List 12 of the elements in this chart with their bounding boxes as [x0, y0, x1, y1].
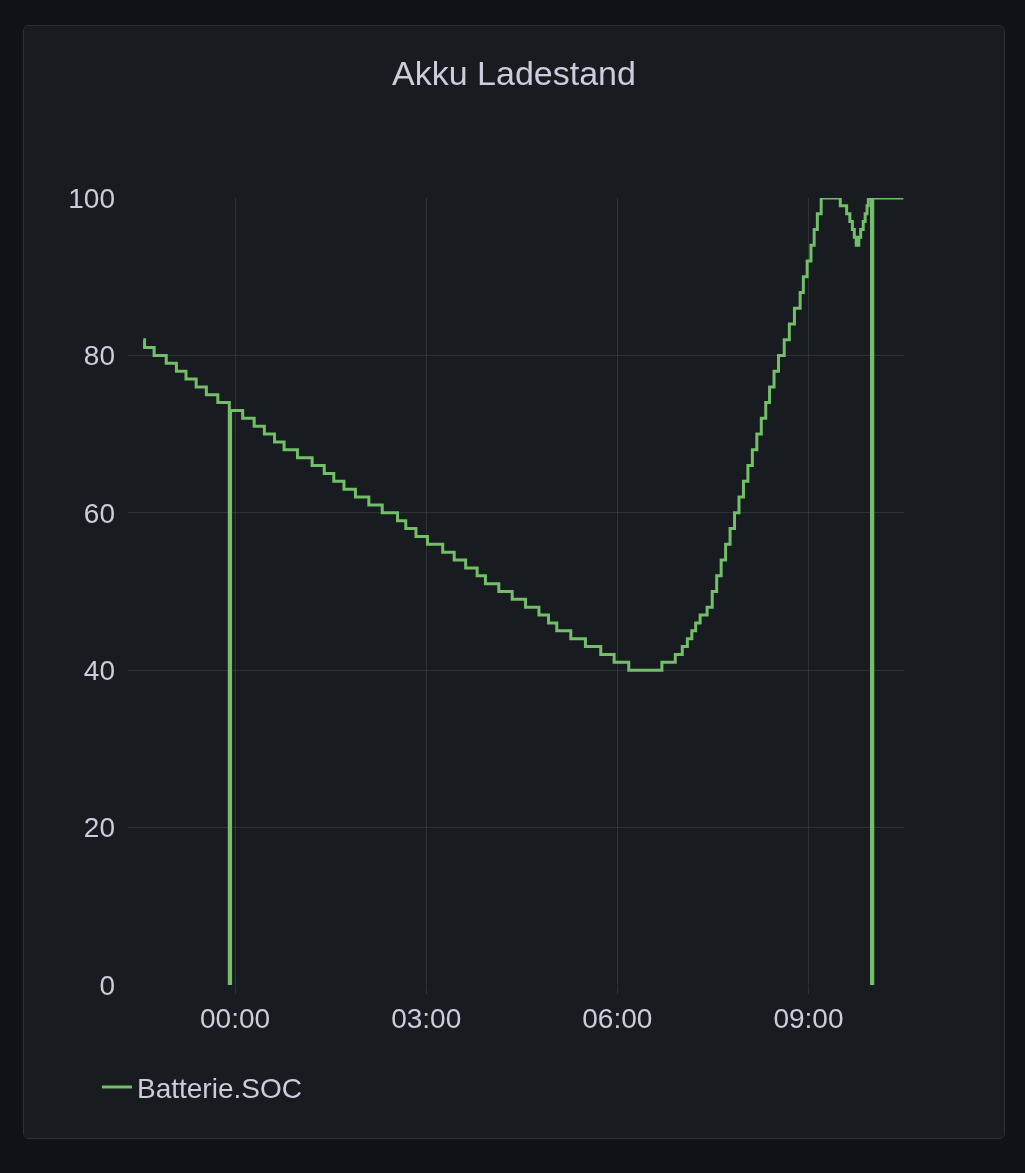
y-tick-label: 20 — [83, 812, 115, 844]
y-tick-label: 100 — [68, 182, 115, 214]
y-tick-label: 0 — [99, 969, 115, 1001]
legend-label: Batterie.SOC — [136, 1072, 302, 1104]
x-tick-label: 09:00 — [773, 1002, 844, 1034]
y-tick-label: 80 — [83, 340, 115, 372]
y-tick-label: 40 — [83, 655, 115, 686]
x-tick-label: 06:00 — [582, 1002, 653, 1034]
x-tick-label: 03:00 — [391, 1002, 462, 1034]
x-tick-label: 00:00 — [199, 1002, 271, 1034]
chart-title: Akku Ladestand — [392, 53, 636, 92]
y-tick-label: 60 — [83, 497, 115, 529]
